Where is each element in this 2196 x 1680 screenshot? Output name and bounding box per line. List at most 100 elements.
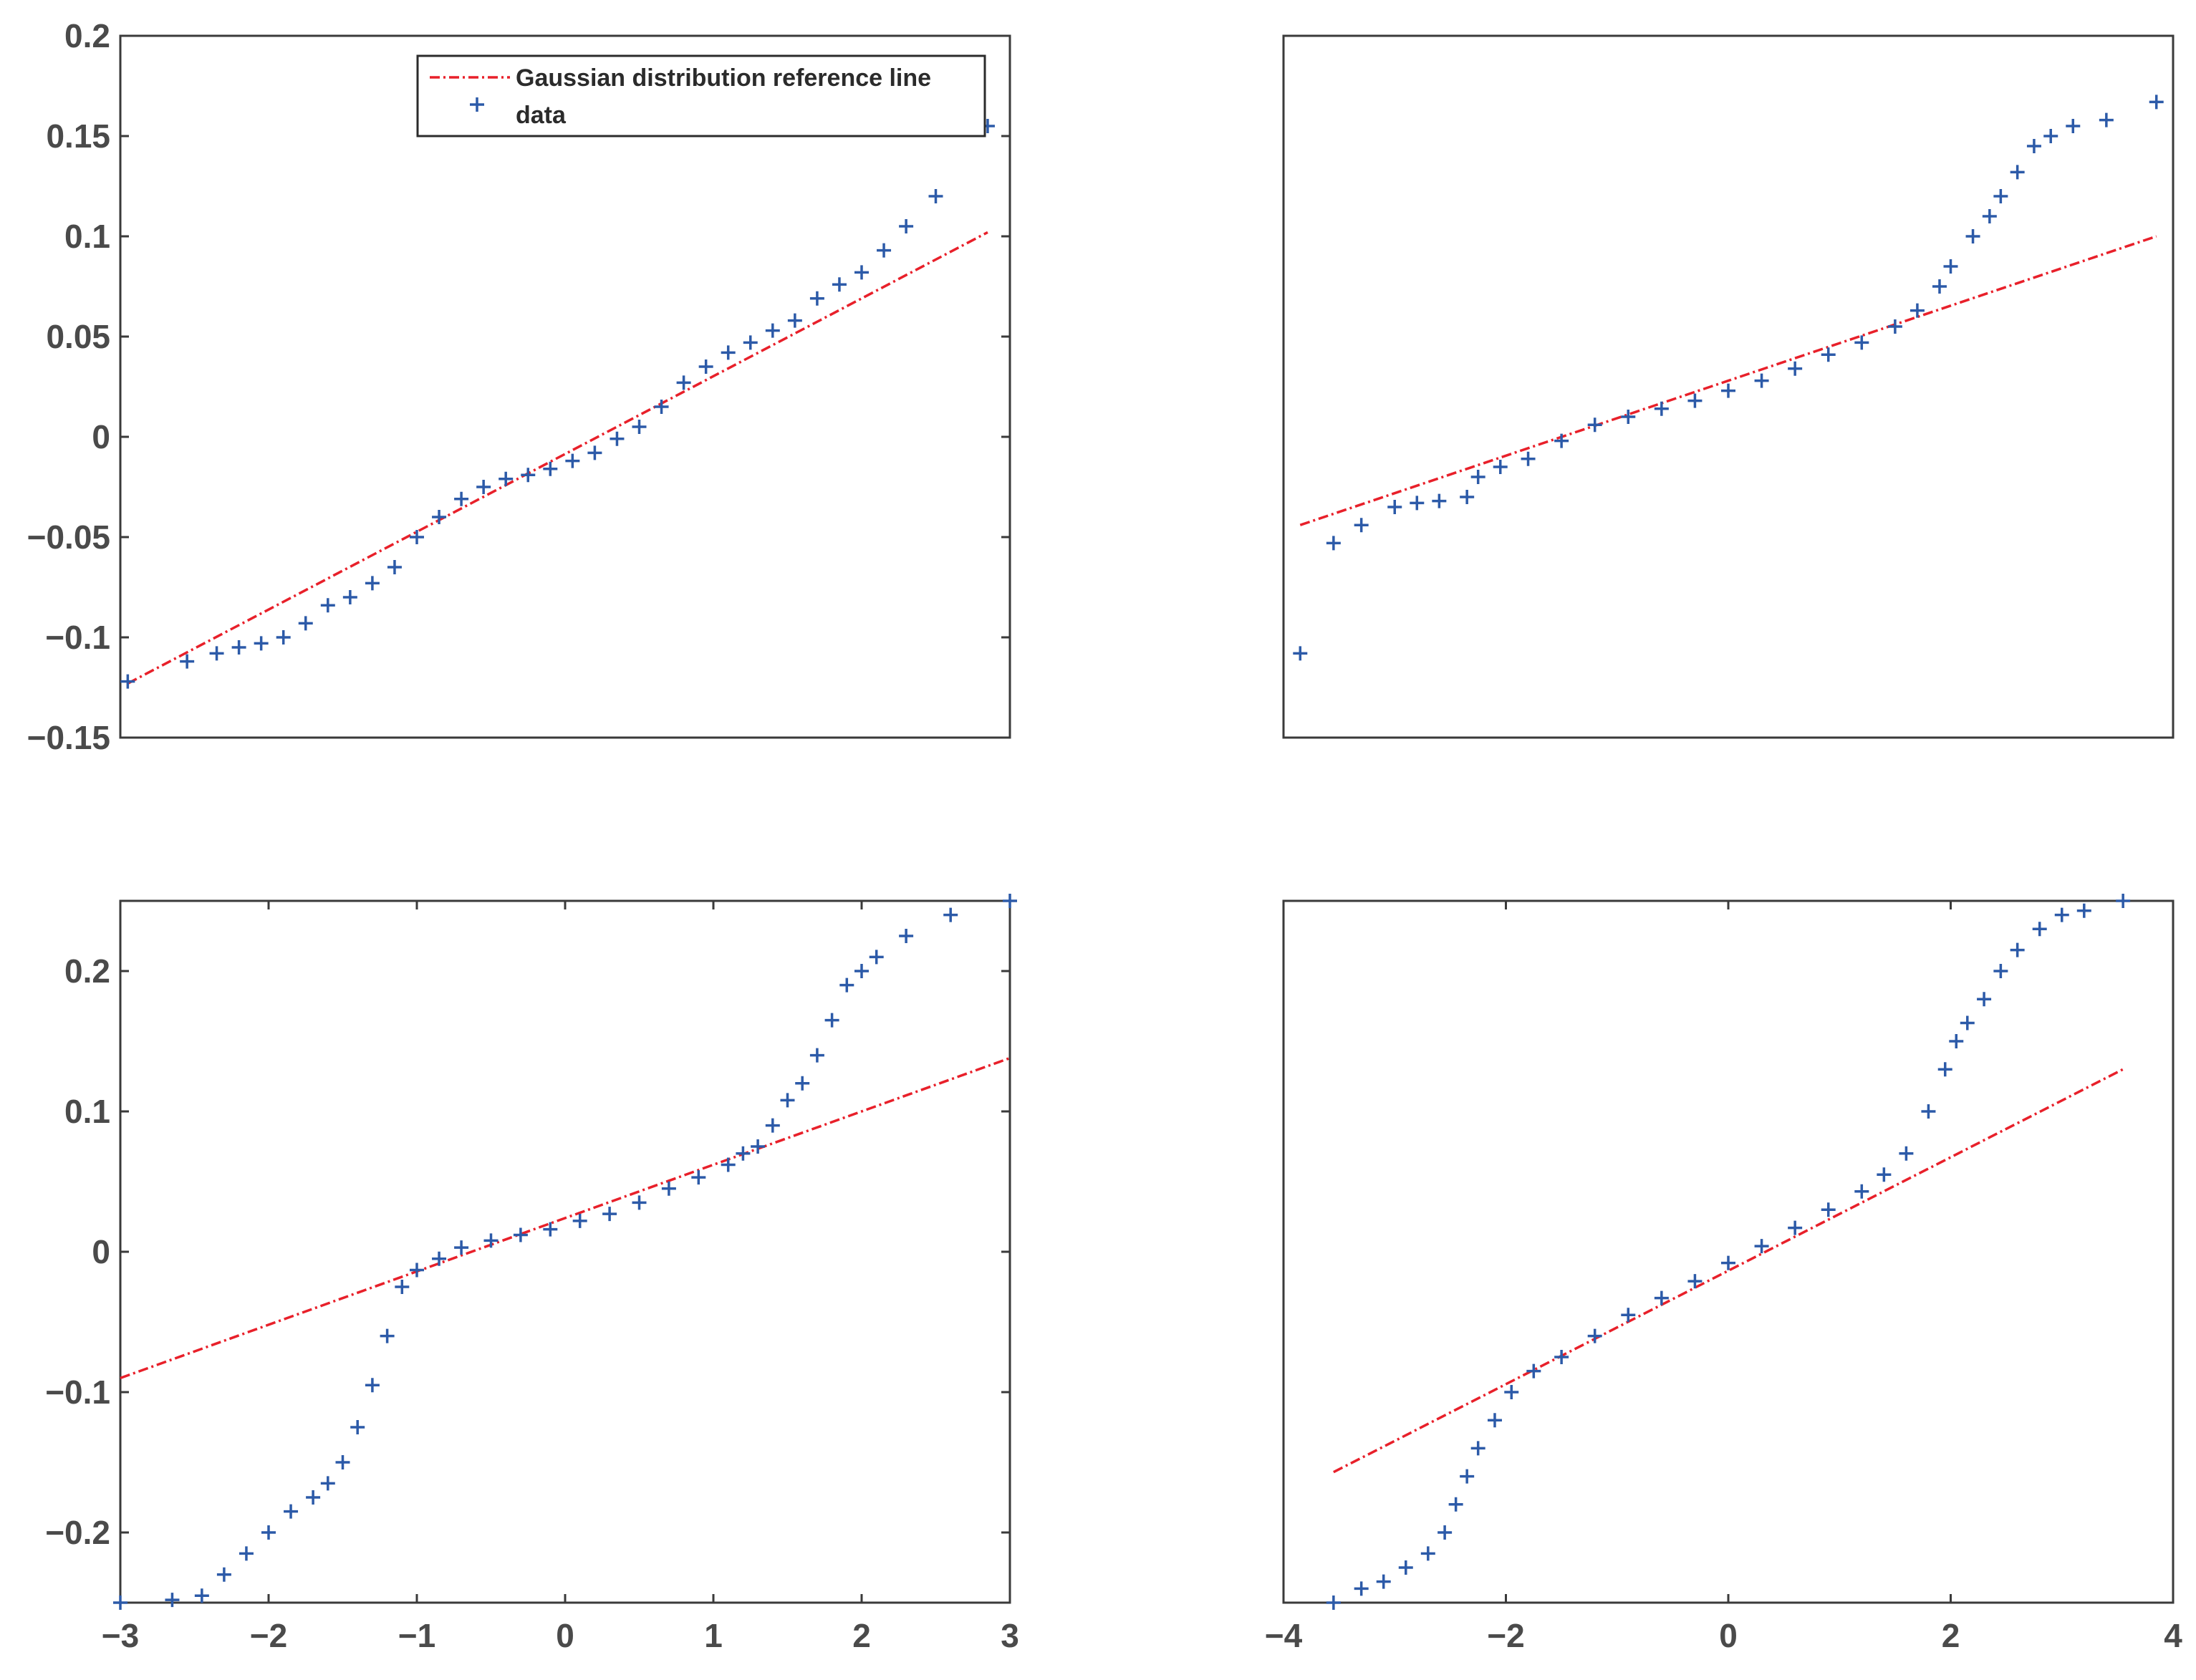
data-point [284,1504,299,1519]
data-point [1654,1290,1669,1305]
data-point [1432,493,1447,508]
data-point [261,1525,276,1540]
data-point [1937,1062,1952,1077]
data-point [410,1263,424,1278]
data-point [780,1093,795,1108]
data-point [751,1139,766,1154]
data-point [1398,1560,1413,1575]
data-point [1899,1146,1914,1161]
y-tick-label: −0.1 [45,1374,110,1411]
x-tick-label: 0 [1719,1617,1738,1654]
data-point [1965,229,1980,243]
data-point [765,323,780,338]
data-point [1354,1581,1369,1596]
data-point [1420,1546,1435,1561]
data-point [521,468,536,483]
data-point [943,907,958,922]
data-point [454,491,469,506]
y-tick-label: −0.1 [45,619,110,656]
x-tick-label: −1 [398,1617,435,1654]
data-point [854,265,869,280]
data-point [165,1593,180,1608]
data-point [1554,1350,1569,1364]
axes-frame [119,34,1011,739]
data-point [216,1567,231,1582]
data-point [676,375,691,390]
data-point [410,530,424,544]
data-point [1960,1015,1975,1030]
data-point [1410,496,1425,511]
data-point [454,1240,469,1255]
x-tick-label: 2 [852,1617,871,1654]
data-point [839,977,854,993]
data-point [432,1251,447,1266]
data-point [1977,992,1992,1007]
data-point [2116,894,2131,908]
y-tick-label: 0.1 [64,1093,110,1130]
data-point [2010,942,2025,957]
y-tick-label: 0.15 [46,117,110,155]
data-point [1293,646,1308,661]
data-point [1887,319,1902,334]
data-point [209,646,224,661]
data-point [1932,279,1947,294]
data-point [2010,165,2025,180]
data-point [543,1222,558,1237]
data-point [721,345,736,360]
data-point [765,1118,780,1133]
data-point [928,189,943,203]
data-point [2066,119,2081,133]
y-tick-label: 0 [92,1233,110,1270]
data-point [877,243,892,258]
axes-frame [1282,899,2175,1604]
data-point [795,1076,810,1091]
data-point [254,636,269,651]
x-tick-label: −2 [250,1617,287,1654]
legend: Gaussian distribution reference line dat… [416,54,986,137]
panel-bottom-right: −4 −2 0 2 4 [1265,894,2182,1654]
data-point [1982,209,1997,223]
data-point [320,1476,335,1491]
data-point [335,1455,350,1469]
data-point [1621,410,1636,424]
data-point [832,277,847,292]
y-tick-label: −0.15 [27,719,110,756]
data-point [1788,361,1803,376]
y-tick-label: 0 [92,418,110,455]
data-point [632,1195,647,1210]
reference-line [1333,1068,2124,1474]
data-point [1521,451,1536,466]
data-point [180,654,195,669]
data-point [691,1170,706,1185]
data-point [483,1233,499,1248]
data-point [1387,500,1402,514]
data-point [632,420,647,434]
data-point [2099,112,2114,127]
data-point [1788,1220,1803,1235]
data-point [899,219,914,233]
data-point [1003,894,1017,908]
legend-data-label: data [516,102,567,129]
data-point [572,1213,587,1228]
data-point [1993,189,2008,203]
data-point [698,359,713,374]
data-point [602,1207,617,1222]
data-point [824,1013,839,1028]
y-tick-label: 0.2 [64,17,110,54]
y-tick-label: 0.05 [46,318,110,355]
data-point [721,1157,736,1172]
data-point [565,453,580,468]
data-point [1460,1469,1475,1484]
data-point [1326,1595,1341,1610]
reference-line [1299,235,2157,526]
data-point [1993,964,2008,978]
x-tick-label: −3 [102,1617,139,1654]
y-tick-label: −0.05 [27,518,110,556]
data-point [1687,393,1703,408]
x-tick-label: 2 [1942,1617,1960,1654]
data-point [1354,518,1369,533]
axes-frame [119,899,1011,1604]
data-point [513,1227,528,1242]
data-point [1687,1274,1703,1289]
